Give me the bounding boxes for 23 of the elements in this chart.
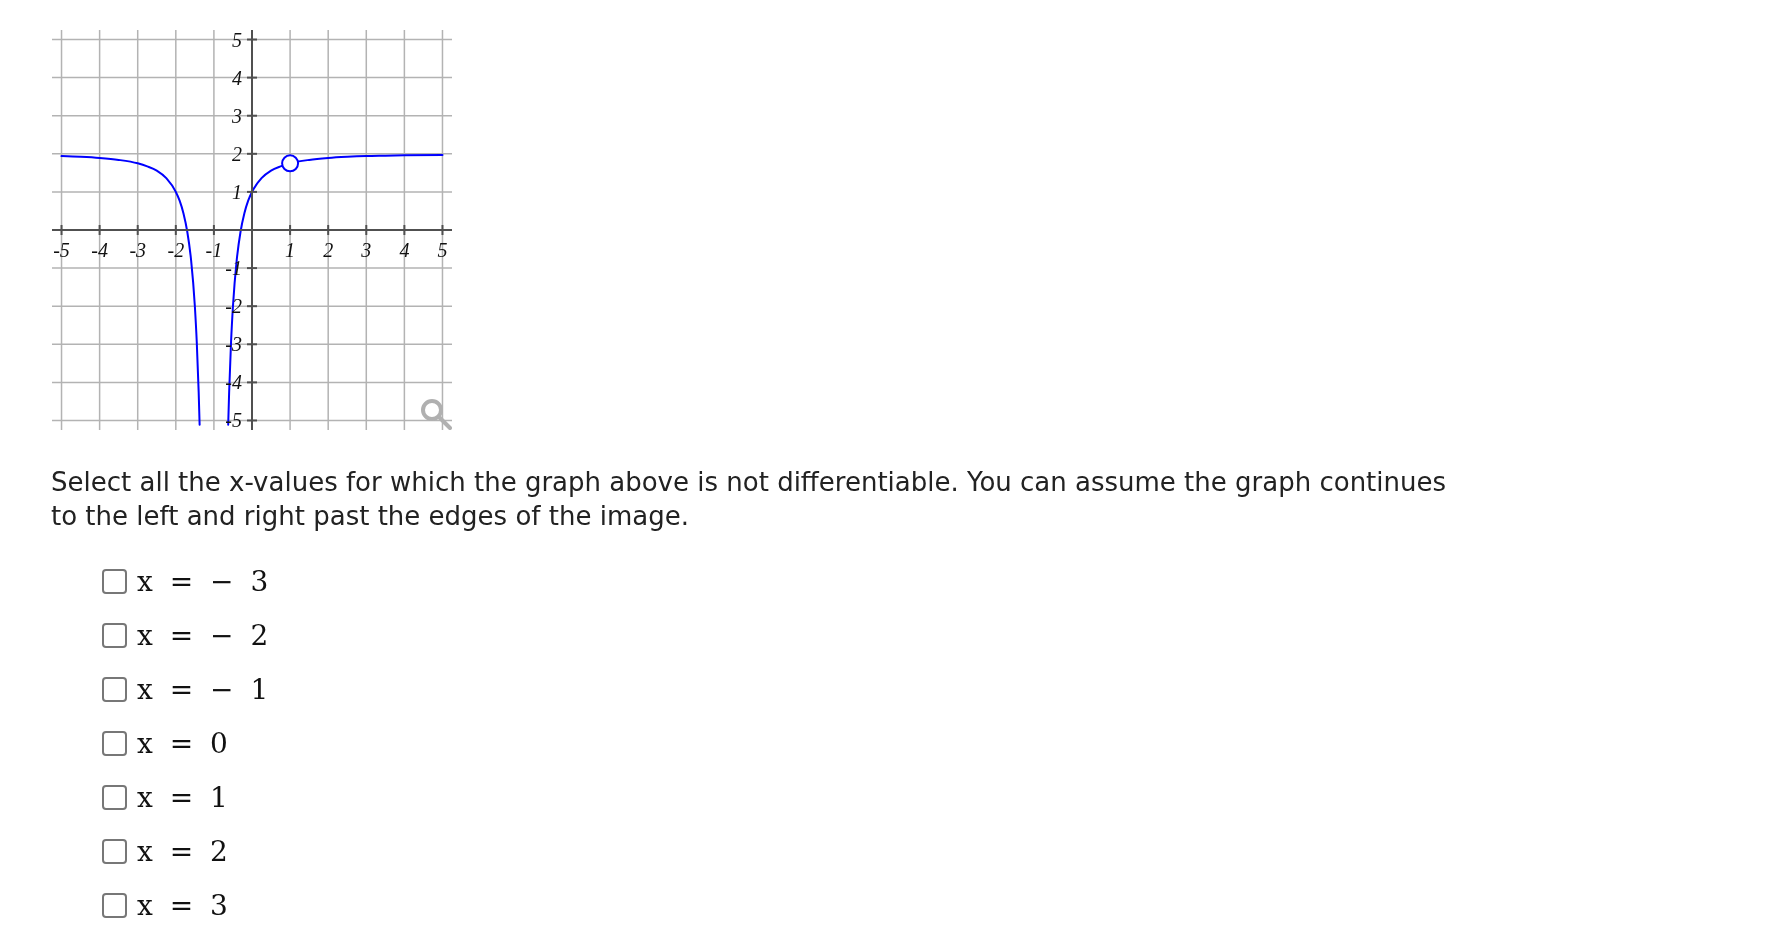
- x-tick-label: -1: [205, 239, 223, 261]
- y-tick-label: 1: [232, 180, 242, 203]
- y-tick-label: 4: [232, 66, 242, 89]
- text: x = − 1: [137, 672, 269, 706]
- text: x = − 2: [137, 618, 269, 652]
- x-tick-label: 3: [360, 239, 372, 261]
- text: x = 0: [137, 726, 228, 760]
- text: x = 2: [137, 834, 228, 868]
- x-tick-label: 1: [285, 239, 296, 261]
- text: x = − 3: [137, 564, 269, 598]
- x-tick-label: -2: [167, 239, 185, 261]
- y-tick-label: 2: [232, 142, 242, 165]
- text: x = 3: [137, 888, 228, 922]
- x-tick-label: 4: [399, 239, 410, 261]
- y-tick-label: 5: [232, 28, 242, 51]
- text: Select all the x-values for which the graph above is not differentiable. You can assume the graph continues to the left and right past the edges of the image.: [51, 466, 1448, 533]
- x-tick-label: -3: [129, 239, 147, 261]
- x-tick-label: 2: [323, 239, 334, 261]
- x-tick-label: 5: [437, 239, 448, 261]
- x-tick-label: -4: [91, 239, 108, 261]
- y-tick-label: 3: [231, 104, 242, 127]
- text: x = 1: [137, 780, 228, 814]
- x-tick-label: -5: [53, 239, 70, 261]
